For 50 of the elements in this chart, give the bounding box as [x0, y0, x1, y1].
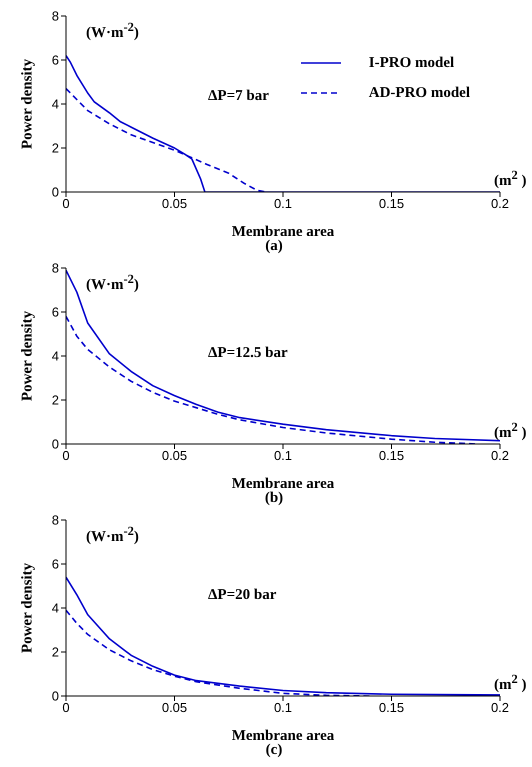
y-tick-label: 2 [52, 392, 59, 408]
y-tick-label: 4 [52, 348, 59, 364]
x-axis-title: Membrane area [232, 728, 335, 744]
legend-label: AD-PRO model [368, 84, 470, 102]
x-tick-label: 0 [62, 448, 70, 464]
annotation: (m$^{2}$ ) [494, 420, 526, 442]
y-axis-title: Power density [19, 562, 36, 654]
annotation: (W·m$^{-2}$) [86, 20, 139, 42]
y-tick-label: 4 [52, 96, 59, 112]
x-tick-label: 0.2 [490, 700, 510, 716]
x-tick-label: 0 [62, 700, 70, 716]
annotation: ΔP=7 bar [208, 88, 269, 105]
text: (a) [264, 238, 284, 255]
annotation: ΔP=20 bar [208, 587, 276, 604]
y-tick-label: 0 [52, 688, 59, 704]
y-tick-label: 0 [52, 184, 59, 200]
x-tick-label: 0.2 [490, 196, 510, 212]
x-tick-label: 0.15 [378, 448, 404, 464]
y-tick-label: 8 [52, 512, 59, 528]
x-tick-label: 0.05 [162, 700, 188, 716]
annotation: ΔP=12.5 bar [208, 345, 288, 362]
y-tick-label: 8 [52, 260, 59, 276]
y-tick-label: 4 [52, 600, 59, 616]
x-tick-label: 0 [62, 196, 70, 212]
x-tick-label: 0.15 [378, 700, 404, 716]
x-tick-label: 0.2 [490, 448, 510, 464]
x-tick-label: 0.05 [162, 448, 188, 464]
x-tick-label: 0.1 [274, 448, 292, 464]
x-tick-label: 0.1 [274, 700, 292, 716]
y-tick-label: 6 [52, 52, 59, 68]
annotation: (W·m$^{-2}$) [86, 524, 139, 546]
x-tick-label: 0.15 [378, 196, 404, 212]
annotation: (W·m$^{-2}$) [86, 272, 139, 294]
y-tick-label: 2 [52, 644, 59, 660]
x-tick-label: 0.1 [274, 196, 292, 212]
y-axis-title: Power density [19, 58, 36, 150]
y-tick-label: 6 [52, 556, 59, 572]
annotation: (m$^{2}$ ) [494, 672, 526, 694]
x-tick-label: 0.05 [162, 196, 188, 212]
y-tick-label: 2 [52, 140, 59, 156]
text: (c) [264, 742, 284, 759]
x-axis-title: Membrane area [232, 224, 335, 240]
y-tick-label: 6 [52, 304, 59, 320]
annotation: (m$^{2}$ ) [494, 168, 526, 190]
text: (b) [264, 490, 284, 507]
y-axis-title: Power density [19, 310, 36, 402]
y-tick-label: 0 [52, 436, 59, 452]
x-axis-title: Membrane area [232, 476, 335, 492]
y-tick-label: 8 [52, 8, 59, 24]
legend-label: I-PRO model [368, 54, 454, 72]
